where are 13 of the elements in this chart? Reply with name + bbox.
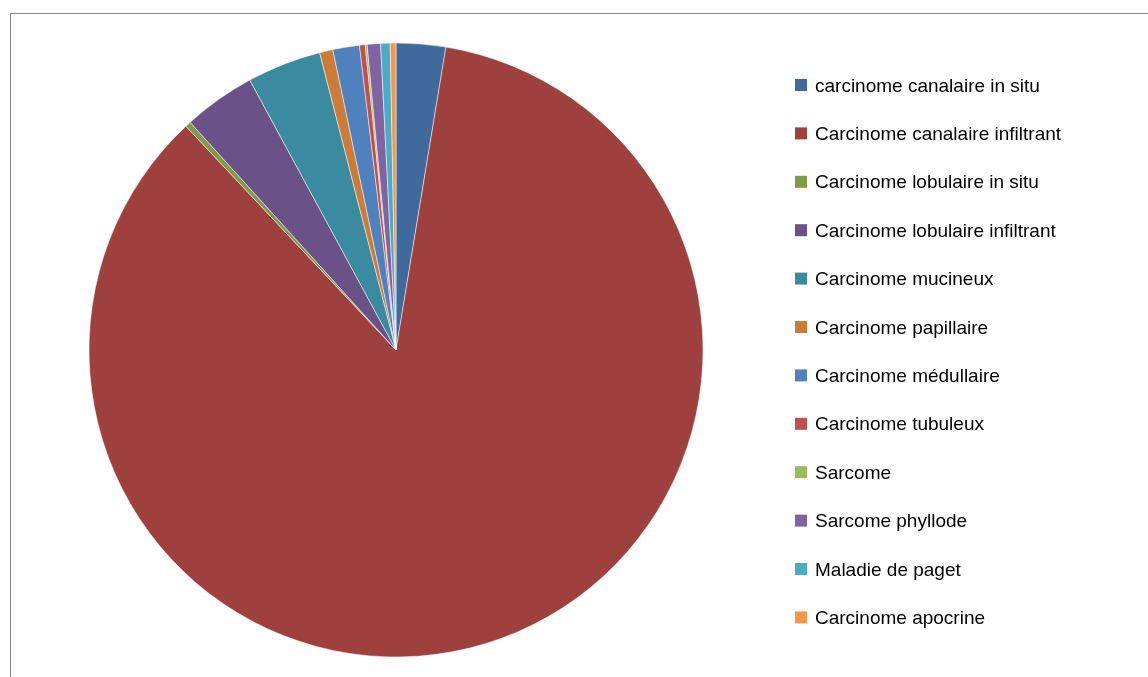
legend-label: Maladie de paget [815,558,962,580]
legend-label: Carcinome mucineux [815,268,994,290]
legend-label: Carcinome lobulaire infiltrant [815,219,1057,241]
pie-slice [89,46,704,658]
legend-label: carcinome canalaire in situ [815,74,1040,96]
legend-label: Sarcome phyllode [815,510,968,532]
legend-label: Carcinome lobulaire in situ [815,171,1039,193]
legend-label: Carcinome papillaire [815,316,989,338]
legend-label: Carcinome apocrine [815,606,986,628]
legend-label: Sarcome [815,461,892,483]
legend-label: Carcinome canalaire infiltrant [815,122,1062,144]
legend-label: Carcinome médullaire [815,364,1000,386]
legend-label: Carcinome tubuleux [815,413,985,435]
